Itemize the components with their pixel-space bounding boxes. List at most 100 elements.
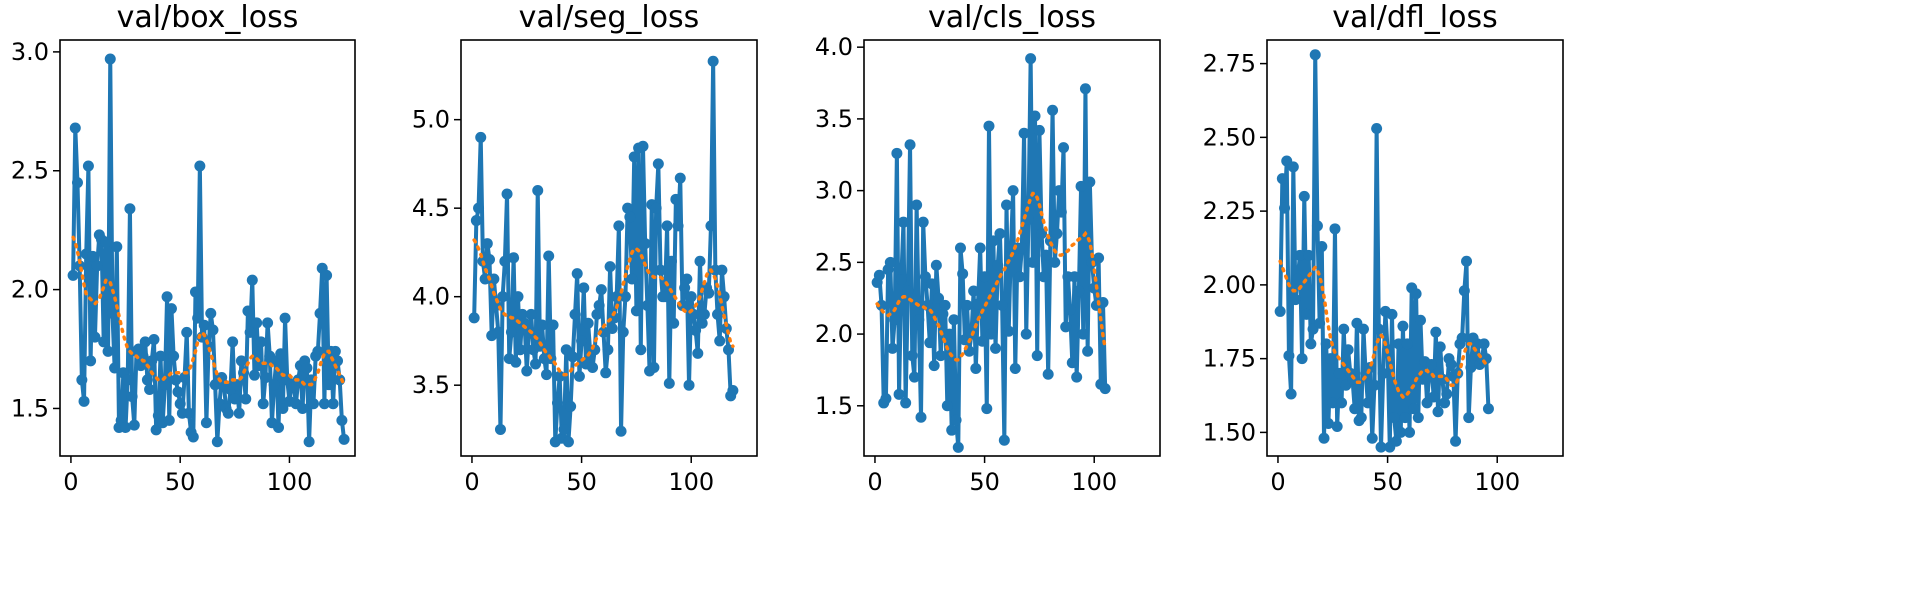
data-point xyxy=(104,53,116,65)
data-point xyxy=(200,417,212,429)
data-point xyxy=(1047,104,1059,116)
data-point xyxy=(902,285,914,297)
data-point xyxy=(626,273,638,285)
data-point xyxy=(242,305,254,317)
data-point xyxy=(233,407,245,419)
data-point xyxy=(126,391,138,403)
y-tick-label: 2.5 xyxy=(11,157,49,185)
data-point xyxy=(159,379,171,391)
data-point xyxy=(1329,223,1341,235)
data-point xyxy=(1318,432,1330,444)
data-point xyxy=(690,324,702,336)
data-point xyxy=(100,236,112,248)
data-point xyxy=(683,379,695,391)
data-point xyxy=(582,317,594,329)
data-point xyxy=(996,299,1008,311)
data-point xyxy=(128,419,140,431)
data-point xyxy=(604,261,616,273)
data-point xyxy=(207,324,219,336)
data-point xyxy=(668,317,680,329)
data-point xyxy=(593,300,605,312)
data-point xyxy=(106,307,118,319)
data-point xyxy=(930,259,942,271)
x-tick-label: 100 xyxy=(267,468,313,496)
data-point xyxy=(928,360,940,372)
data-point xyxy=(630,305,642,317)
y-tick-label: 2.75 xyxy=(1203,50,1256,78)
data-point xyxy=(314,307,326,319)
data-point xyxy=(705,220,717,232)
data-point xyxy=(1338,323,1350,335)
data-point xyxy=(1434,341,1446,353)
data-point xyxy=(1441,388,1453,400)
data-point xyxy=(1408,403,1420,415)
data-point xyxy=(124,203,136,215)
data-point xyxy=(685,291,697,303)
series-line-smooth xyxy=(1278,259,1491,399)
data-point xyxy=(163,414,175,426)
data-point xyxy=(82,160,94,172)
data-point xyxy=(987,235,999,247)
data-point xyxy=(663,377,675,389)
data-point xyxy=(990,342,1002,354)
data-point xyxy=(891,147,903,159)
data-point xyxy=(1292,273,1304,285)
data-point xyxy=(1031,350,1043,362)
data-point xyxy=(602,344,614,356)
data-point xyxy=(889,314,901,326)
data-point xyxy=(1456,332,1468,344)
data-point xyxy=(722,344,734,356)
data-point xyxy=(983,120,995,132)
data-point xyxy=(957,268,969,280)
data-point xyxy=(1322,418,1334,430)
data-point xyxy=(168,350,180,362)
data-point xyxy=(954,242,966,254)
data-point xyxy=(1079,83,1091,95)
data-point xyxy=(1097,297,1109,309)
y-tick-label: 3.5 xyxy=(412,371,450,399)
x-tick-label: 50 xyxy=(969,468,1000,496)
data-point xyxy=(297,402,309,414)
x-tick-label: 100 xyxy=(1474,468,1520,496)
data-point xyxy=(1025,53,1037,65)
data-point xyxy=(547,319,559,331)
data-point xyxy=(565,400,577,412)
y-tick-label: 1.50 xyxy=(1203,418,1256,446)
data-point xyxy=(336,414,348,426)
data-point xyxy=(1001,199,1013,211)
data-point xyxy=(534,340,546,352)
chart-panel-3: val/cls_loss 0 50 100 1.5 2.0 2.5 3.0 3.5 4.0 xyxy=(815,0,1161,496)
y-tick-label: 1.5 xyxy=(815,392,853,420)
data-point xyxy=(255,336,267,348)
data-point xyxy=(1320,338,1332,350)
data-point xyxy=(512,291,524,303)
data-point xyxy=(696,317,708,329)
data-point xyxy=(635,344,647,356)
data-point xyxy=(1279,202,1291,214)
data-point xyxy=(1336,397,1348,409)
data-point xyxy=(672,220,684,232)
data-point xyxy=(571,268,583,280)
data-point xyxy=(624,211,636,223)
data-point xyxy=(1373,323,1385,335)
data-point xyxy=(692,347,704,359)
data-point xyxy=(488,273,500,285)
chart-title: val/box_loss xyxy=(117,0,299,35)
data-point xyxy=(1033,124,1045,136)
data-point xyxy=(1068,271,1080,283)
data-point xyxy=(481,238,493,250)
x-tick-label: 50 xyxy=(566,468,597,496)
data-point xyxy=(1311,220,1323,232)
data-point xyxy=(998,434,1010,446)
data-point xyxy=(192,312,204,324)
data-point xyxy=(87,250,99,262)
data-point xyxy=(1439,397,1451,409)
data-point xyxy=(1075,180,1087,192)
data-point xyxy=(146,355,158,367)
data-point xyxy=(1458,285,1470,297)
x-tick-label: 0 xyxy=(63,468,78,496)
data-point xyxy=(937,308,949,320)
data-point xyxy=(952,441,964,453)
data-point xyxy=(135,360,147,372)
